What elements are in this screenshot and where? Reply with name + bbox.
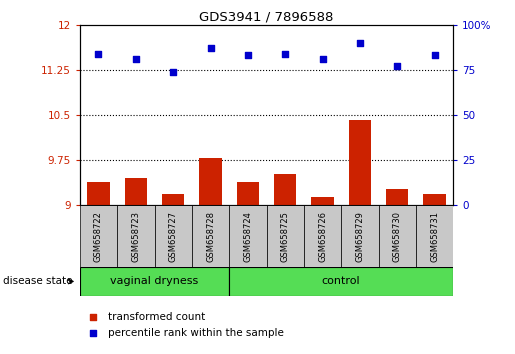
Bar [154, 205, 192, 267]
Point [94, 51, 102, 57]
Text: GSM658727: GSM658727 [169, 211, 178, 262]
Point [89, 330, 97, 336]
Text: GSM658724: GSM658724 [244, 211, 252, 262]
Point [393, 63, 401, 69]
Text: percentile rank within the sample: percentile rank within the sample [108, 328, 284, 338]
Point [244, 53, 252, 58]
Bar [423, 194, 445, 205]
Point [356, 40, 364, 46]
Text: control: control [322, 276, 360, 286]
Text: vaginal dryness: vaginal dryness [110, 276, 199, 286]
Text: GSM658729: GSM658729 [355, 211, 364, 262]
Bar [349, 120, 371, 205]
Bar [229, 205, 267, 267]
Point [132, 56, 140, 62]
Bar [304, 205, 341, 267]
Point [169, 69, 177, 75]
Bar [311, 198, 334, 205]
Text: GSM658730: GSM658730 [393, 211, 402, 262]
Text: GSM658722: GSM658722 [94, 211, 103, 262]
Title: GDS3941 / 7896588: GDS3941 / 7896588 [199, 11, 334, 24]
Point [207, 45, 215, 51]
Text: GSM658723: GSM658723 [131, 211, 140, 262]
Text: GSM658728: GSM658728 [206, 211, 215, 262]
Bar [237, 182, 259, 205]
Bar [274, 174, 297, 205]
Text: GSM658725: GSM658725 [281, 211, 289, 262]
Text: transformed count: transformed count [108, 312, 205, 322]
Text: GSM658731: GSM658731 [430, 211, 439, 262]
Point [281, 51, 289, 57]
Bar [267, 205, 304, 267]
Bar [199, 158, 221, 205]
Bar [88, 182, 110, 205]
Bar [229, 267, 453, 296]
Point [318, 56, 327, 62]
Bar [80, 267, 229, 296]
Point [431, 53, 439, 58]
Bar [162, 194, 184, 205]
Bar [416, 205, 453, 267]
Bar [386, 189, 408, 205]
Bar [192, 205, 229, 267]
Bar [341, 205, 379, 267]
Bar [80, 205, 117, 267]
Point [89, 314, 97, 320]
Text: GSM658726: GSM658726 [318, 211, 327, 262]
Bar [379, 205, 416, 267]
Bar [125, 178, 147, 205]
Text: disease state: disease state [3, 276, 72, 286]
Bar [117, 205, 154, 267]
